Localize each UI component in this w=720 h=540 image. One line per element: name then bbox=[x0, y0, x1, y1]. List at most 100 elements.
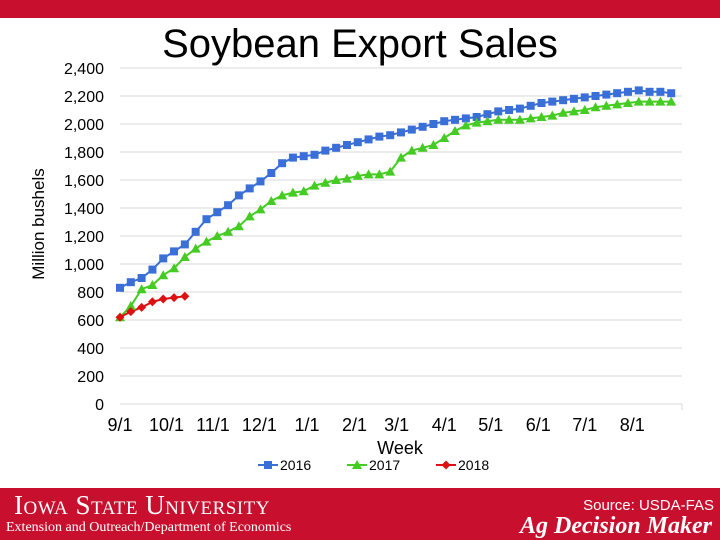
legend-label: 2017 bbox=[369, 457, 400, 473]
data-point-triangle bbox=[428, 140, 439, 149]
x-tick-label: 4/1 bbox=[432, 415, 457, 435]
y-tick-label: 2,200 bbox=[64, 89, 104, 106]
data-point-square bbox=[364, 135, 373, 144]
source-note: Source: USDA-FAS bbox=[583, 497, 714, 514]
data-point-diamond bbox=[126, 307, 136, 317]
data-point-triangle bbox=[633, 96, 644, 106]
data-point-triangle bbox=[622, 98, 633, 107]
data-point-triangle bbox=[579, 105, 590, 114]
data-point-square bbox=[116, 283, 124, 292]
x-tick-label: 12/1 bbox=[242, 415, 277, 435]
data-point-triangle bbox=[655, 96, 666, 106]
y-tick-label: 1,600 bbox=[64, 173, 104, 190]
data-point-square bbox=[245, 184, 254, 193]
data-point-triangle bbox=[136, 284, 147, 294]
data-point-square bbox=[451, 115, 460, 124]
y-tick-label: 2,400 bbox=[64, 61, 104, 78]
data-point-triangle bbox=[666, 96, 677, 106]
data-point-triangle bbox=[309, 180, 320, 190]
data-point-diamond bbox=[441, 460, 451, 470]
brand-logo-text: Ag Decision Maker bbox=[520, 513, 712, 539]
data-point-square bbox=[483, 110, 492, 119]
x-tick-label: 11/1 bbox=[196, 415, 230, 435]
data-point-triangle bbox=[504, 114, 515, 124]
x-tick-label: 8/1 bbox=[620, 415, 645, 435]
data-point-triangle bbox=[558, 107, 569, 117]
data-point-triangle bbox=[331, 175, 342, 184]
export-sales-chart: 0 200 400 600 800 1,000 1,200 1,400 1,600 1,800 2,… bbox=[29, 61, 683, 473]
data-point-square bbox=[137, 274, 146, 282]
data-point-square bbox=[440, 117, 449, 126]
data-point-triangle bbox=[482, 116, 493, 126]
y-axis-label: Million bushels bbox=[29, 168, 48, 280]
y-tick-label: 1,800 bbox=[64, 145, 104, 162]
data-point-diamond bbox=[137, 302, 147, 312]
data-point-triangle bbox=[644, 96, 655, 106]
data-point-triangle bbox=[525, 113, 536, 123]
data-point-triangle bbox=[352, 170, 363, 180]
data-point-square bbox=[256, 177, 265, 186]
data-point-triangle bbox=[169, 263, 180, 273]
data-point-square bbox=[170, 247, 179, 256]
data-point-triangle bbox=[439, 133, 450, 142]
data-point-triangle bbox=[287, 187, 298, 197]
data-point-triangle bbox=[514, 114, 525, 124]
x-tick-label: 9/1 bbox=[107, 415, 132, 435]
data-point-triangle bbox=[179, 252, 190, 261]
data-point-square bbox=[613, 89, 622, 98]
data-point-triangle bbox=[547, 110, 558, 120]
data-point-triangle bbox=[460, 120, 471, 130]
x-tick-label: 6/1 bbox=[526, 415, 551, 435]
data-point-square bbox=[148, 265, 157, 274]
data-point-square bbox=[159, 254, 168, 263]
series-line-2016 bbox=[119, 89, 672, 289]
university-wordmark: Iowa State University bbox=[14, 490, 270, 520]
data-point-square bbox=[267, 169, 276, 177]
data-point-triangle bbox=[352, 460, 362, 469]
data-point-triangle bbox=[493, 114, 504, 124]
data-point-diamond bbox=[169, 293, 179, 303]
data-point-triangle bbox=[536, 112, 547, 121]
data-point-triangle bbox=[147, 280, 158, 289]
data-point-square bbox=[494, 107, 503, 116]
y-tick-label: 400 bbox=[77, 341, 104, 358]
data-point-square bbox=[278, 159, 287, 168]
x-tick-label: 1/1 bbox=[294, 415, 319, 435]
data-point-square bbox=[191, 227, 200, 236]
department-label: Extension and Outreach/Department of Eco… bbox=[6, 520, 292, 535]
data-point-square bbox=[234, 191, 243, 200]
data-point-triangle bbox=[244, 211, 255, 221]
data-point-square bbox=[537, 99, 546, 107]
page-title: Soybean Export Sales bbox=[162, 22, 558, 66]
data-point-square bbox=[667, 89, 676, 98]
x-tick-label: 3/1 bbox=[384, 415, 409, 435]
data-point-square bbox=[472, 113, 481, 121]
data-point-square bbox=[332, 143, 341, 152]
y-tick-label: 2,000 bbox=[64, 117, 104, 134]
data-point-square bbox=[386, 131, 395, 140]
data-point-triangle bbox=[320, 177, 331, 187]
data-point-square bbox=[299, 152, 308, 161]
data-point-square bbox=[429, 120, 438, 128]
y-tick-label: 1,400 bbox=[64, 201, 104, 218]
data-point-triangle bbox=[223, 226, 234, 236]
data-point-triangle bbox=[266, 196, 277, 205]
data-point-square bbox=[634, 86, 643, 95]
data-point-triangle bbox=[385, 166, 396, 176]
y-tick-label: 0 bbox=[95, 397, 104, 414]
data-point-square bbox=[559, 96, 568, 105]
data-point-square bbox=[213, 208, 222, 217]
legend: 2016 2017 2018 bbox=[258, 457, 489, 473]
grid-lines: 0 200 400 600 800 1,000 1,200 1,400 1,600 1,800 2,… bbox=[64, 61, 683, 414]
footer-bar bbox=[0, 488, 720, 540]
data-point-square bbox=[645, 87, 654, 96]
data-point-square bbox=[310, 150, 319, 159]
x-tick-label: 7/1 bbox=[572, 415, 597, 435]
data-point-square bbox=[407, 125, 416, 134]
data-point-square bbox=[288, 153, 297, 162]
data-point-square bbox=[353, 138, 362, 147]
x-tick-label: 5/1 bbox=[478, 415, 503, 435]
data-point-triangle bbox=[471, 117, 482, 127]
x-axis-ticks: 9/1 10/1 11/1 12/1 1/1 2/1 3/1 4/1 5/1 6/1 7/1 8/1 bbox=[107, 415, 644, 435]
top-accent-bar bbox=[0, 0, 720, 18]
